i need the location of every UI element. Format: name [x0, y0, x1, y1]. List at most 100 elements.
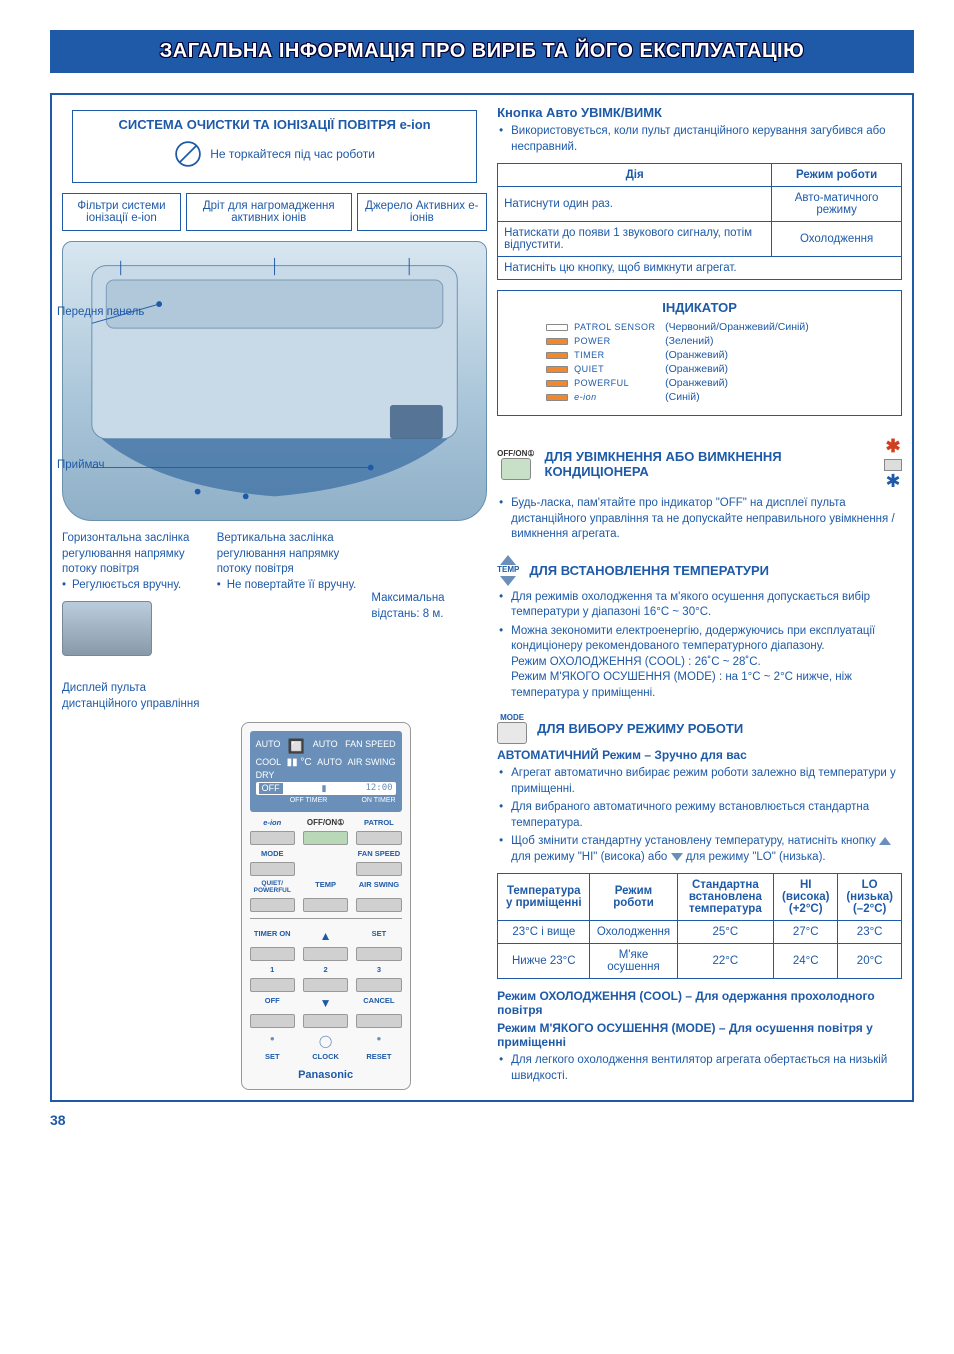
td-r2c2: Охолодження [772, 222, 902, 257]
auto-btn-table: ДіяРежим роботи Натиснути один раз.Авто-… [497, 163, 902, 280]
btn-label-airswing: AIR SWING [356, 880, 401, 894]
btn-label-mode: MODE [250, 849, 295, 858]
indicator-color: (Оранжевий) [665, 377, 728, 389]
inline-down-icon [671, 853, 683, 861]
temp-btn-label: TEMP [497, 565, 519, 574]
front-panel-label: Передня панель [57, 306, 144, 318]
remote-btn-cancel[interactable] [356, 1014, 401, 1028]
offon-btn-label: OFF/ON① [497, 449, 534, 458]
offon-icon [501, 458, 531, 480]
remote-btn-2[interactable] [303, 978, 348, 992]
remote-btn-timeron[interactable] [250, 947, 295, 961]
btn-label-setb: SET [250, 1052, 295, 1061]
mr1c5: 23°C [838, 921, 902, 944]
system-title: СИСТЕМА ОЧИСТКИ ТА ІОНІЗАЦІЇ ПОВІТРЯ e-i… [79, 117, 470, 132]
lcd-autofan: AUTO [313, 739, 338, 755]
btn-label-reset: RESET [356, 1052, 401, 1061]
btn-label-clock: CLOCK [303, 1052, 348, 1061]
th-mode: Режим роботи [772, 164, 902, 187]
remote-btn-fanspeed[interactable] [356, 862, 401, 876]
mode-dry: Режим М'ЯКОГО ОСУШЕННЯ (MODE) – Для осуш… [497, 1021, 902, 1049]
temp-b2a: Режим ОХОЛОДЖЕННЯ (COOL) : 26˚C ~ 28˚C. [511, 656, 761, 668]
indicator-color: (Оранжевий) [665, 363, 728, 375]
remote-btn-3[interactable] [356, 978, 401, 992]
mode-b3: Щоб змінити стандартну установлену темпе… [497, 834, 902, 865]
th-action: Дія [498, 164, 772, 187]
horiz-louver-label: Горизонтальна заслінка регулювання напря… [62, 531, 207, 578]
filter-box-1: Фільтри системи іонізації e-ion [62, 193, 181, 231]
temp-up-icon [500, 555, 516, 565]
remote-btn-1[interactable] [250, 978, 295, 992]
auto-btn-title: Кнопка Авто УВІМК/ВИМК [497, 105, 902, 120]
fan-on-icon: ✱ [885, 436, 900, 457]
lcd-auto: AUTO [256, 739, 281, 755]
horiz-note: Регулюється вручну. [62, 578, 207, 594]
lcd-dry: DRY [256, 770, 275, 780]
mr2c4: 24°C [774, 944, 838, 979]
no-touch-text: Не торкайтеся під час роботи [210, 147, 375, 161]
remote-btn-mode[interactable] [250, 862, 295, 876]
temp-b2: Можна зекономити електроенергію, додержу… [497, 624, 902, 702]
mr2c3: 22°C [677, 944, 774, 979]
remote-btn-airswing[interactable] [356, 898, 401, 912]
remote-btn-offon[interactable] [303, 831, 348, 845]
btn-label-off: OFF [250, 996, 295, 1010]
btn-label-timeron: TIMER ON [250, 929, 295, 943]
remote-btn-set[interactable] [356, 947, 401, 961]
td-r1c1: Натиснути один раз. [498, 187, 772, 222]
page-header: ЗАГАЛЬНА ІНФОРМАЦІЯ ПРО ВИРІБ ТА ЙОГО ЕК… [50, 30, 914, 73]
indicator-name: PATROL SENSOR [574, 322, 659, 332]
btn-label-offon: OFF/ON① [303, 818, 348, 827]
lcd-autoair: AUTO [317, 757, 342, 768]
onoff-note: Будь-ласка, пам'ятайте про індикатор "OF… [497, 496, 902, 543]
temp-title: ДЛЯ ВСТАНОВЛЕННЯ ТЕМПЕРАТУРИ [529, 563, 902, 578]
td-r2c1: Натискати до появи 1 звукового сигналу, … [498, 222, 772, 257]
remote-btn-off[interactable] [250, 1014, 295, 1028]
indicator-led [546, 352, 568, 359]
btn-label-patrol: PATROL [356, 818, 401, 827]
indicator-name: POWER [574, 336, 659, 346]
mode-b3mid: для режиму "HI" (висока) або [511, 851, 667, 863]
indicator-color: (Синій) [665, 391, 699, 403]
indicator-led [546, 394, 568, 401]
prohibit-icon [174, 140, 202, 168]
mode-b3post: для режиму "LO" (низька). [686, 851, 826, 863]
mode-b2: Для вибраного автоматичного режиму встан… [497, 800, 902, 831]
btn-label-set: SET [356, 929, 401, 943]
indicator-name: e-ion [574, 392, 659, 402]
lcd-off: OFF [259, 783, 283, 794]
indicator-led [546, 338, 568, 345]
mode-table: Температура у приміщенні Режим роботи Ст… [497, 873, 902, 979]
td-r3: Натисніть цю кнопку, щоб вимкнути агрега… [498, 257, 902, 280]
remote-btn-temp[interactable] [303, 898, 348, 912]
mr1c4: 27°C [774, 921, 838, 944]
mr1c2: Охолодження [590, 921, 677, 944]
mode-b1: Агрегат автоматично вибирає режим роботи… [497, 766, 902, 797]
indicator-color: (Червоний/Оранжевий/Синій) [665, 321, 809, 333]
receiver-label: Приймач [57, 459, 105, 471]
remote-btn-patrol[interactable] [356, 831, 401, 845]
td-r1c2: Авто-матичного режиму [772, 187, 902, 222]
mode-btn-label: MODE [500, 713, 524, 722]
filter-box-3: Джерело Активних e-іонів [357, 193, 488, 231]
vert-louver-label: Вертикальна заслінка регулювання напрямк… [217, 531, 362, 578]
lcd-time: 12:00 [365, 783, 392, 794]
mr2c1: Нижче 23°C [498, 944, 590, 979]
indicator-row: POWERFUL(Оранжевий) [506, 377, 893, 389]
indicator-color: (Оранжевий) [665, 349, 728, 361]
indicator-row: POWER(Зелений) [506, 335, 893, 347]
mode-b3pre: Щоб змінити стандартну установлену темпе… [511, 835, 876, 847]
indicator-name: QUIET [574, 364, 659, 374]
btn-label-2: 2 [303, 965, 348, 974]
ac-unit-svg [63, 242, 486, 520]
remote-btn-quiet[interactable] [250, 898, 295, 912]
lcd-ontimer: ON TIMER [361, 797, 395, 804]
remote-btn-eion[interactable] [250, 831, 295, 845]
onoff-title: ДЛЯ УВІМКНЕННЯ АБО ВИМКНЕННЯ КОНДИЦІОНЕР… [545, 449, 874, 479]
remote-display-label: Дисплей пульта дистанційного управління [62, 681, 207, 712]
indicator-row: PATROL SENSOR (Червоний/Оранжевий/Синій) [506, 321, 893, 333]
remote-btn-down[interactable] [303, 1014, 348, 1028]
remote-btn-up[interactable] [303, 947, 348, 961]
indicator-led [546, 324, 568, 331]
indicator-row: QUIET (Оранжевий) [506, 363, 893, 375]
